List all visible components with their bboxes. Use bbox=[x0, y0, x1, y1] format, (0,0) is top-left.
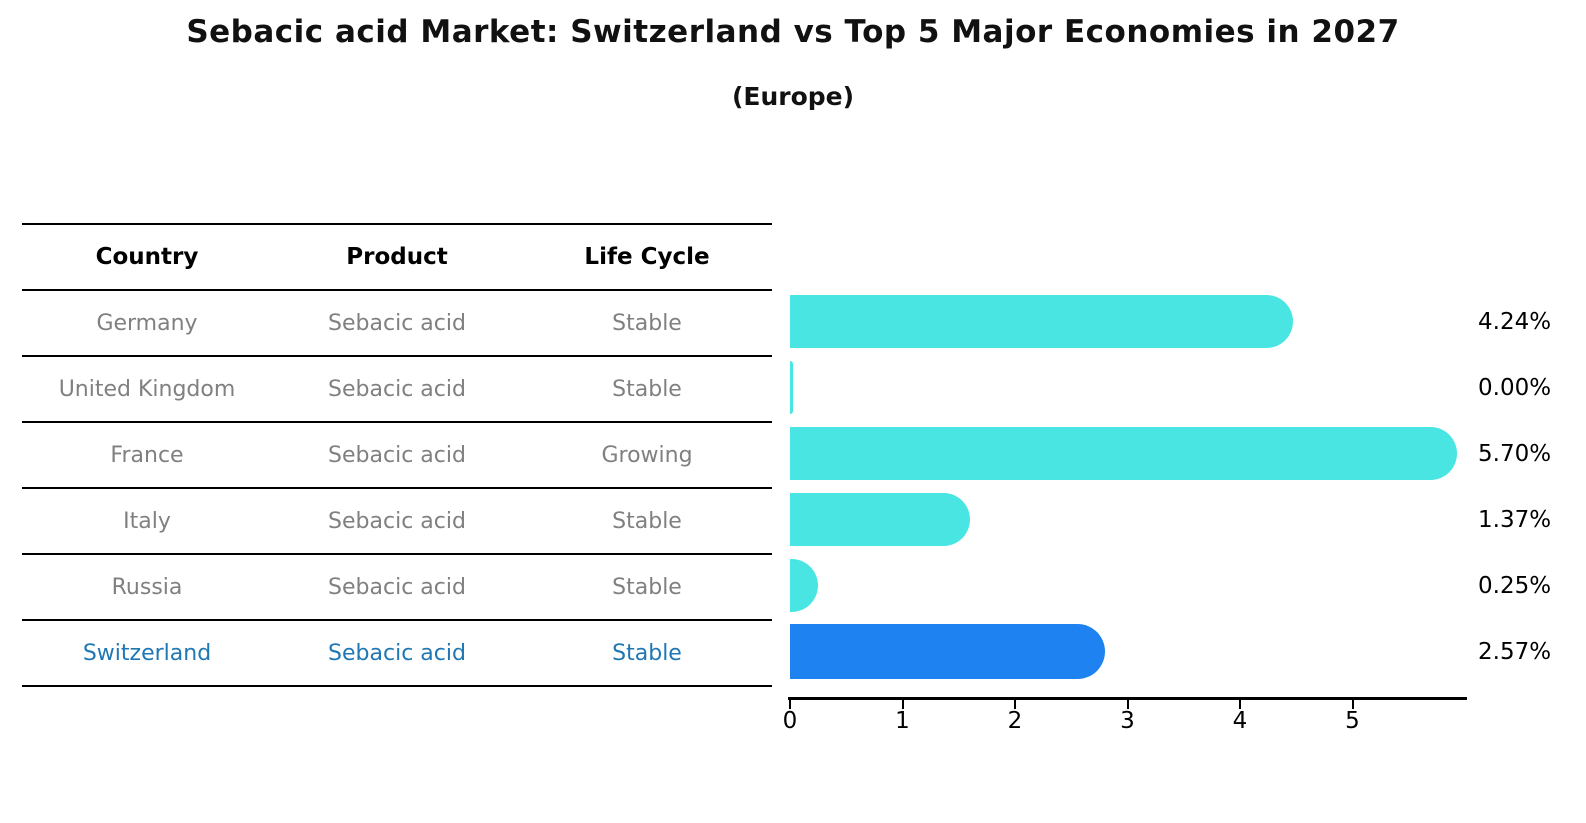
cell-life-cycle: Stable bbox=[612, 640, 682, 666]
x-axis-line bbox=[788, 697, 1467, 700]
x-axis-tick-label: 3 bbox=[1120, 708, 1135, 734]
bar-france bbox=[790, 427, 1458, 480]
cell-life-cycle: Growing bbox=[601, 442, 693, 468]
x-axis-tick-label: 5 bbox=[1345, 708, 1360, 734]
table-row: United Kingdom Sebacic acid Stable bbox=[22, 357, 772, 423]
cell-life-cycle: Stable bbox=[612, 376, 682, 402]
bar-plot-area bbox=[790, 289, 1490, 685]
bar-slot bbox=[790, 553, 1490, 619]
cell-country: Italy bbox=[123, 508, 171, 534]
x-axis-tick-label: 4 bbox=[1232, 708, 1248, 734]
x-axis-tick bbox=[1126, 700, 1129, 709]
column-header-life-cycle: Life Cycle bbox=[584, 244, 710, 270]
bar-united-kingdom bbox=[790, 361, 793, 414]
table-header-row: Country Product Life Cycle bbox=[22, 225, 772, 291]
value-label-france: 5.70% bbox=[1478, 441, 1552, 467]
table-row: Russia Sebacic acid Stable bbox=[22, 555, 772, 621]
cell-life-cycle: Stable bbox=[612, 574, 682, 600]
page-title: Sebacic acid Market: Switzerland vs Top … bbox=[186, 14, 1400, 50]
cell-life-cycle: Stable bbox=[612, 508, 682, 534]
page-subtitle: (Europe) bbox=[731, 82, 855, 111]
cell-country: Switzerland bbox=[82, 640, 212, 666]
value-label-russia: 0.25% bbox=[1478, 573, 1552, 599]
comparison-table: Country Product Life Cycle Germany Sebac… bbox=[22, 223, 772, 687]
bar-slot bbox=[790, 355, 1490, 421]
value-label-united-kingdom: 0.00% bbox=[1478, 375, 1552, 401]
cell-product: Sebacic acid bbox=[328, 310, 466, 336]
cell-life-cycle: Stable bbox=[612, 310, 682, 336]
bar-slot bbox=[790, 487, 1490, 553]
cell-country: Germany bbox=[96, 310, 198, 336]
value-label-switzerland: 2.57% bbox=[1478, 639, 1552, 665]
value-label-italy: 1.37% bbox=[1478, 507, 1552, 533]
value-label-germany: 4.24% bbox=[1478, 309, 1552, 335]
column-header-country: Country bbox=[95, 244, 199, 270]
bar-slot bbox=[790, 421, 1490, 487]
cell-country: United Kingdom bbox=[58, 376, 236, 402]
x-axis-tick bbox=[901, 700, 904, 709]
value-label-column: 4.24% 0.00% 5.70% 1.37% 0.25% 2.57% bbox=[1478, 289, 1586, 685]
x-axis-tick bbox=[1239, 700, 1241, 709]
cell-product: Sebacic acid bbox=[328, 442, 466, 468]
bar-germany bbox=[790, 295, 1293, 348]
cell-product: Sebacic acid bbox=[328, 640, 466, 666]
x-axis-tick bbox=[789, 700, 791, 709]
bar-slot bbox=[790, 289, 1490, 355]
bar-switzerland bbox=[790, 624, 1106, 679]
cell-country: France bbox=[110, 442, 184, 468]
x-axis-tick bbox=[1014, 700, 1016, 709]
cell-product: Sebacic acid bbox=[328, 376, 466, 402]
bar-italy bbox=[790, 493, 971, 546]
x-axis-tick bbox=[1351, 700, 1354, 709]
table-row: Germany Sebacic acid Stable bbox=[22, 291, 772, 357]
x-axis-tick-label: 1 bbox=[895, 708, 910, 734]
bar-russia bbox=[790, 559, 819, 612]
cell-country: Russia bbox=[111, 574, 183, 600]
cell-product: Sebacic acid bbox=[328, 574, 466, 600]
table-row-switzerland: Switzerland Sebacic acid Stable bbox=[22, 621, 772, 687]
bar-slot bbox=[790, 619, 1490, 685]
x-axis-tick-label: 0 bbox=[782, 708, 798, 734]
table-row: France Sebacic acid Growing bbox=[22, 423, 772, 489]
column-header-product: Product bbox=[346, 244, 448, 270]
x-axis-tick-label: 2 bbox=[1007, 708, 1023, 734]
table-row: Italy Sebacic acid Stable bbox=[22, 489, 772, 555]
cell-product: Sebacic acid bbox=[328, 508, 466, 534]
